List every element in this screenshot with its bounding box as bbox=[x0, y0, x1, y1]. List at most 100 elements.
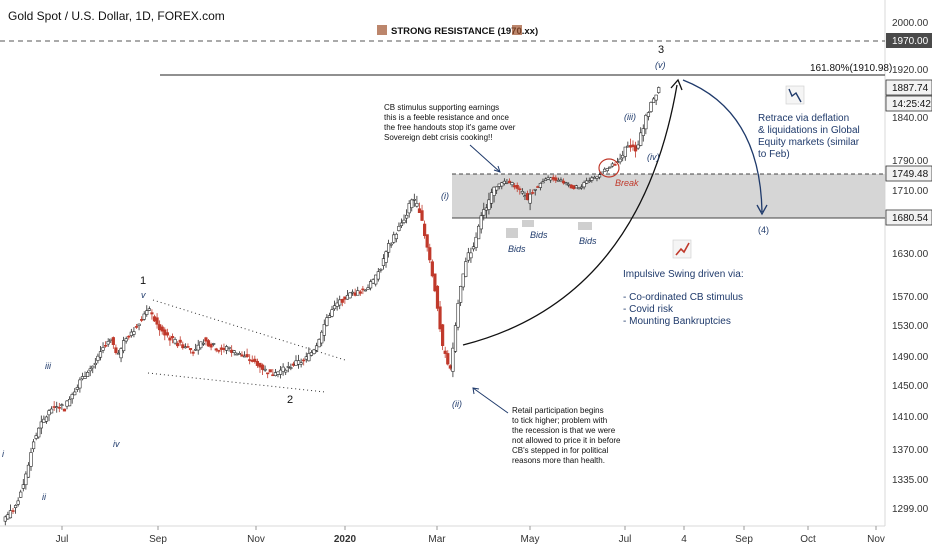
candle-body bbox=[556, 179, 560, 182]
candle-body bbox=[605, 168, 609, 172]
candle-body bbox=[610, 163, 615, 167]
candle-body bbox=[42, 418, 46, 423]
candle-body bbox=[415, 203, 419, 207]
candle-body bbox=[296, 360, 301, 365]
candle-body bbox=[363, 289, 368, 292]
wave-iii-label: iii bbox=[45, 361, 52, 371]
candle-body bbox=[140, 319, 144, 321]
candle-body bbox=[47, 410, 51, 416]
candle-body bbox=[65, 400, 69, 407]
candle-body bbox=[507, 180, 512, 184]
candle-body bbox=[170, 336, 175, 339]
candle-body bbox=[106, 341, 110, 345]
candle-body bbox=[549, 177, 553, 181]
candle-body bbox=[29, 452, 33, 467]
candlestick-series bbox=[3, 86, 661, 526]
note-line: to tick higher; problem with bbox=[512, 416, 607, 425]
wave-v-small-label: v bbox=[141, 290, 146, 300]
candle-body bbox=[374, 274, 378, 285]
candle-body bbox=[613, 164, 617, 166]
candle-body bbox=[531, 192, 535, 194]
candle-body bbox=[271, 374, 275, 377]
candle-body bbox=[456, 303, 460, 328]
candle-body bbox=[366, 287, 370, 290]
candle-body bbox=[497, 183, 501, 187]
candle-body bbox=[479, 215, 483, 230]
wave-iv-label: iv bbox=[113, 439, 120, 449]
candle-body bbox=[435, 285, 440, 309]
zone-bottom-price-text: 1680.54 bbox=[892, 213, 929, 224]
candle-body bbox=[176, 343, 180, 347]
candle-body bbox=[595, 176, 599, 179]
bids-label-2: Bids bbox=[530, 230, 548, 240]
candle-body bbox=[567, 183, 571, 186]
candle-body bbox=[368, 281, 373, 289]
triangle-lower-line bbox=[147, 372, 326, 393]
candle-body bbox=[109, 338, 113, 342]
candle-body bbox=[484, 207, 488, 211]
candle-body bbox=[304, 356, 308, 360]
candle-body bbox=[621, 154, 625, 159]
candle-body bbox=[91, 365, 95, 369]
candle-body bbox=[242, 355, 247, 358]
candle-body bbox=[291, 363, 296, 366]
candle-body bbox=[224, 346, 229, 351]
price-axis[interactable]: 2000.00 1920.00 1840.00 1790.00 1710.00 1630.… bbox=[892, 18, 929, 515]
candle-body bbox=[335, 302, 339, 307]
impulse-arrow-head bbox=[670, 78, 683, 91]
candle-body bbox=[466, 252, 470, 261]
candle-body bbox=[582, 182, 586, 188]
candle-body bbox=[191, 351, 195, 354]
candle-body bbox=[309, 352, 314, 356]
candle-body bbox=[294, 360, 298, 366]
time-axis[interactable]: Jul Sep Nov 2020 Mar May Jul 4 Sep Oct Nov bbox=[56, 526, 885, 545]
price-tick-label: 1299.00 bbox=[892, 504, 929, 515]
note-line: this is a feeble resistance and once bbox=[384, 113, 510, 122]
fib-label: 161.80%(1910.98) bbox=[810, 63, 892, 74]
candle-body bbox=[152, 316, 157, 322]
candle-body bbox=[124, 338, 128, 342]
retrace-note: Retrace via deflation & liquidations in G… bbox=[758, 113, 860, 160]
note-line: Equity markets (similar bbox=[758, 137, 860, 148]
retail-note-arrow-head bbox=[472, 387, 480, 395]
impulse-title: Impulsive Swing driven via: bbox=[623, 269, 744, 280]
candle-body bbox=[227, 346, 231, 349]
candle-body bbox=[96, 355, 100, 361]
candle-body bbox=[322, 324, 326, 336]
wave-4-label: (4) bbox=[758, 225, 769, 235]
candle-body bbox=[145, 310, 149, 315]
time-tick-label: May bbox=[521, 534, 540, 545]
candle-body bbox=[631, 144, 635, 148]
candle-body bbox=[31, 441, 36, 450]
wave-v-paren-label: (v) bbox=[655, 60, 666, 70]
candle-body bbox=[513, 185, 517, 188]
candle-body bbox=[641, 128, 645, 136]
price-tick-label: 1410.00 bbox=[892, 412, 929, 423]
last-price-tag: 1887.74 bbox=[885, 79, 932, 96]
candle-body bbox=[469, 252, 473, 259]
candle-body bbox=[397, 225, 401, 232]
candle-body bbox=[644, 115, 648, 130]
candle-body bbox=[405, 214, 409, 219]
candle-body bbox=[268, 369, 272, 373]
candle-body bbox=[263, 368, 267, 371]
candle-body bbox=[137, 323, 141, 326]
candle-body bbox=[448, 365, 452, 369]
candle-body bbox=[219, 347, 223, 350]
candle-body bbox=[590, 177, 594, 181]
candle-body bbox=[430, 261, 434, 277]
candle-body bbox=[371, 279, 375, 284]
price-tick-label: 1920.00 bbox=[892, 65, 929, 76]
price-tick-label: 2000.00 bbox=[892, 18, 929, 29]
candle-body bbox=[628, 145, 633, 148]
candle-body bbox=[44, 416, 49, 422]
candle-body bbox=[492, 186, 496, 196]
candle-body bbox=[314, 345, 319, 351]
support-zone bbox=[452, 174, 885, 218]
candle-body bbox=[13, 505, 18, 508]
candle-body bbox=[132, 331, 136, 335]
candle-body bbox=[538, 183, 542, 188]
impulse-arc bbox=[462, 84, 678, 346]
candle-body bbox=[510, 182, 514, 186]
